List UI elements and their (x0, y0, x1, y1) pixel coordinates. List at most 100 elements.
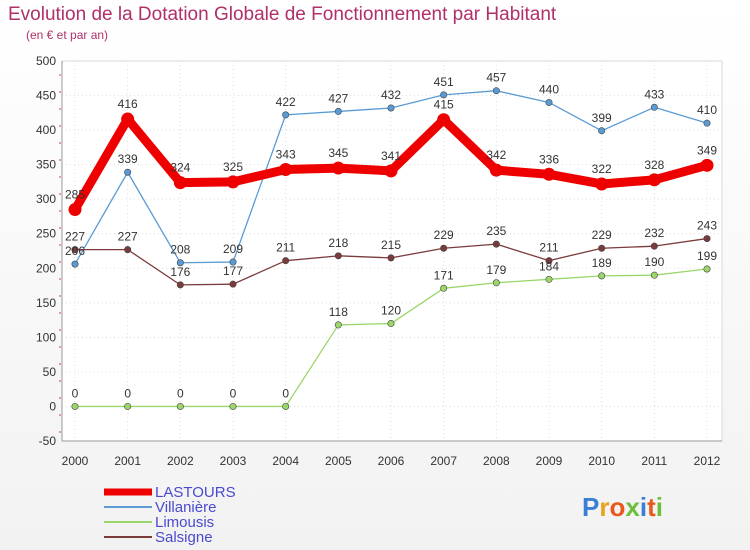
proxiti-logo: Proxiti (582, 492, 663, 522)
x-tick-label: 2004 (272, 454, 299, 468)
data-point-limousis (703, 265, 711, 273)
legend-label-limousis: Limousis (155, 514, 214, 531)
data-point-villani-re (703, 119, 711, 127)
data-point-salsigne (282, 257, 290, 265)
data-point-limousis (492, 279, 500, 287)
data-point-salsigne (176, 281, 184, 289)
data-point-villani-re (650, 103, 658, 111)
data-label-villani-re: 410 (697, 103, 717, 117)
data-point-lastours (173, 176, 187, 190)
x-tick-label: 2007 (430, 454, 457, 468)
data-label-villani-re: 399 (592, 111, 612, 125)
data-label-lastours: 343 (276, 147, 296, 161)
y-tick-label: 300 (36, 192, 56, 206)
data-point-villani-re (334, 107, 342, 115)
data-point-villani-re (492, 87, 500, 95)
x-tick-label: 2000 (62, 454, 89, 468)
data-label-salsigne: 229 (592, 228, 612, 242)
data-label-limousis: 120 (381, 304, 401, 318)
data-label-lastours: 322 (592, 162, 612, 176)
data-point-villani-re (387, 104, 395, 112)
data-label-villani-re: 427 (328, 91, 348, 105)
data-label-salsigne: 218 (328, 236, 348, 250)
data-label-villani-re: 208 (170, 243, 190, 257)
data-label-lastours: 415 (434, 98, 454, 112)
data-point-salsigne (545, 257, 553, 265)
data-label-limousis: 0 (124, 386, 131, 400)
data-point-lastours (226, 175, 240, 189)
data-label-lastours: 342 (486, 148, 506, 162)
x-tick-label: 2003 (220, 454, 247, 468)
data-point-salsigne (492, 240, 500, 248)
data-label-salsigne: 232 (644, 226, 664, 240)
data-label-villani-re: 457 (486, 71, 506, 85)
data-point-salsigne (387, 254, 395, 262)
data-label-salsigne: 211 (539, 241, 558, 255)
data-point-lastours (331, 161, 345, 175)
x-tick-label: 2009 (536, 454, 563, 468)
data-label-limousis: 189 (592, 256, 612, 270)
data-label-limousis: 171 (434, 268, 454, 282)
x-tick-label: 2006 (378, 454, 405, 468)
logo-letter: i (640, 492, 647, 522)
data-label-lastours: 349 (697, 143, 717, 157)
data-point-lastours (68, 203, 82, 217)
data-point-limousis (650, 271, 658, 279)
data-point-lastours (542, 167, 556, 181)
y-tick-label: 500 (36, 54, 56, 68)
data-label-salsigne: 243 (697, 219, 717, 233)
data-label-lastours: 345 (328, 146, 348, 160)
chart-title: Evolution de la Dotation Globale de Fonc… (8, 4, 557, 25)
data-point-limousis (176, 402, 184, 410)
data-label-limousis: 0 (177, 386, 184, 400)
data-point-limousis (545, 275, 553, 283)
data-point-lastours (384, 164, 398, 178)
data-point-villani-re (440, 91, 448, 99)
data-point-limousis (598, 272, 606, 280)
data-point-salsigne (71, 246, 79, 254)
data-point-lastours (279, 162, 293, 176)
data-label-limousis: 179 (486, 263, 506, 277)
data-label-lastours: 324 (170, 161, 190, 175)
data-point-limousis (334, 321, 342, 329)
data-label-salsigne: 227 (65, 230, 85, 244)
y-tick-label: 50 (43, 365, 57, 379)
data-label-limousis: 199 (697, 249, 717, 263)
y-tick-label: 150 (36, 296, 56, 310)
logo-letter: x (625, 492, 640, 522)
legend-label-lastours: LASTOURS (155, 484, 236, 501)
data-point-lastours (121, 112, 135, 126)
data-point-villani-re (176, 259, 184, 267)
data-label-villani-re: 339 (118, 152, 138, 166)
logo-text: Proxiti (582, 492, 663, 522)
data-point-villani-re (282, 111, 290, 119)
data-point-limousis (124, 402, 132, 410)
chart-subtitle: (en € et par an) (26, 28, 109, 42)
data-point-lastours (647, 173, 661, 187)
data-point-lastours (489, 163, 503, 177)
x-tick-label: 2010 (588, 454, 615, 468)
y-tick-label: 200 (36, 261, 56, 275)
y-tick-label: 350 (36, 158, 56, 172)
data-point-limousis (440, 284, 448, 292)
data-point-salsigne (334, 252, 342, 260)
data-label-villani-re: 451 (434, 75, 454, 89)
y-tick-label: 400 (36, 123, 56, 137)
logo-letter: o (609, 492, 625, 522)
plot-area (61, 60, 723, 442)
data-label-limousis: 0 (282, 386, 289, 400)
x-tick-label: 2005 (325, 454, 352, 468)
logo-letter: t (647, 492, 656, 522)
y-tick-label: 450 (36, 89, 56, 103)
y-tick-label: 250 (36, 227, 56, 241)
legend-label-villani-re: Villanière (155, 499, 216, 516)
data-point-limousis (229, 402, 237, 410)
data-label-salsigne: 227 (118, 230, 138, 244)
data-label-villani-re: 206 (65, 244, 85, 258)
data-label-lastours: 285 (65, 188, 85, 202)
data-label-villani-re: 422 (276, 95, 296, 109)
data-label-villani-re: 433 (644, 87, 664, 101)
data-point-limousis (387, 320, 395, 328)
data-point-lastours (595, 177, 609, 191)
data-label-lastours: 336 (539, 152, 559, 166)
